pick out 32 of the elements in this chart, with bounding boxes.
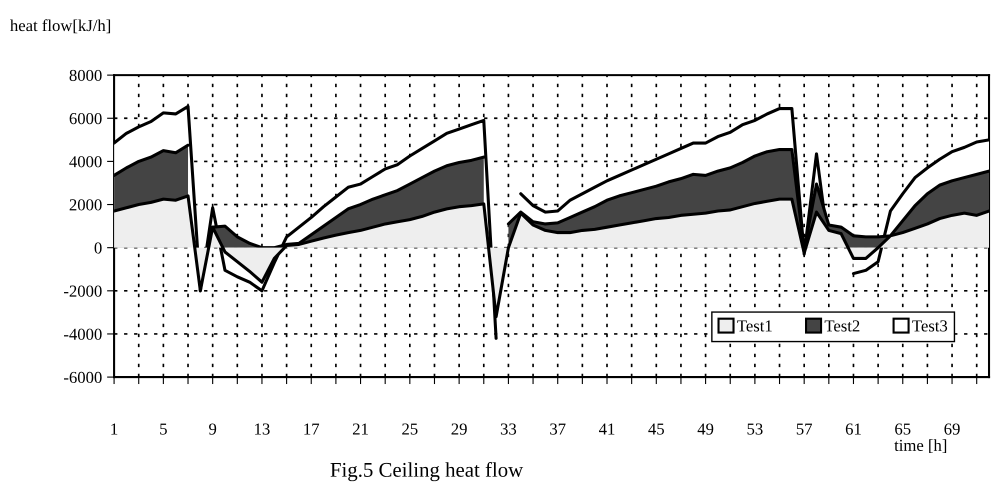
x-tick-label: 29 xyxy=(452,423,467,435)
x-tick-label: 25 xyxy=(402,423,418,435)
x-tick-label: 21 xyxy=(352,423,368,434)
y-tick-label: 8000 xyxy=(70,70,102,82)
y-tick-label: -4000 xyxy=(64,328,102,340)
legend-label: Test1 xyxy=(737,320,772,332)
x-tick-label: 33 xyxy=(500,423,516,435)
y-axis-title: heat flow[kJ/h] xyxy=(10,19,110,34)
x-tick-label: 17 xyxy=(304,423,320,434)
caption: Fig.5 Ceiling heat flow xyxy=(330,462,524,482)
y-tick-label: -6000 xyxy=(64,372,102,384)
legend-label: Test3 xyxy=(912,320,948,332)
x-tick-label: 49 xyxy=(698,423,714,435)
y-tick-label: 4000 xyxy=(69,156,102,168)
x-tick-label: 61 xyxy=(846,423,861,435)
y-tick-label: 2000 xyxy=(70,199,102,210)
x-tick-label: 69 xyxy=(944,423,960,435)
legend-label: Test2 xyxy=(824,320,860,332)
y-tick-label: 6000 xyxy=(70,112,102,124)
y-tick-label: -2000 xyxy=(64,286,102,297)
x-tick-label: 45 xyxy=(648,424,664,435)
x-axis-title: time [h] xyxy=(894,439,946,454)
x-tick-label: 5 xyxy=(160,424,167,435)
x-tick-label: 13 xyxy=(255,423,270,435)
y-tick-label: 0 xyxy=(94,242,102,254)
x-tick-label: 65 xyxy=(895,423,910,435)
x-tick-label: 1 xyxy=(111,423,118,434)
x-tick-label: 57 xyxy=(796,424,812,435)
x-tick-label: 37 xyxy=(550,423,566,435)
x-tick-label: 9 xyxy=(209,423,216,435)
x-tick-label: 53 xyxy=(748,423,763,435)
x-tick-label: 41 xyxy=(599,423,614,434)
